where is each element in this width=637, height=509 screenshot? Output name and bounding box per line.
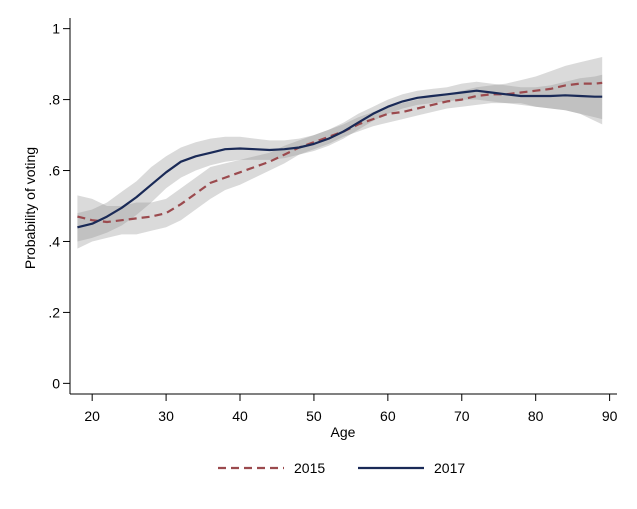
y-tick-label: .2 xyxy=(48,304,60,320)
x-axis-title: Age xyxy=(331,424,356,440)
y-tick-label: 1 xyxy=(52,21,60,37)
x-tick-label: 60 xyxy=(380,408,396,424)
y-tick-label: .6 xyxy=(48,163,60,179)
legend-label-2017: 2017 xyxy=(434,460,465,476)
x-tick-label: 50 xyxy=(306,408,322,424)
series-lines xyxy=(77,81,603,229)
x-tick-label: 80 xyxy=(528,408,544,424)
y-tick-label: 0 xyxy=(52,375,60,391)
y-tick-label: .8 xyxy=(48,92,60,108)
x-tick-label: 70 xyxy=(454,408,470,424)
x-tick-label: 30 xyxy=(158,408,174,424)
legend: 2015 2017 xyxy=(218,460,465,476)
confidence-bands xyxy=(77,57,603,249)
ci-band-2015 xyxy=(77,57,603,249)
series-line-2017 xyxy=(77,89,603,229)
axes: 0 .2 .4 .6 .8 1 20 30 40 50 60 70 80 90 xyxy=(48,18,618,424)
y-axis-title: Probability of voting xyxy=(22,147,38,269)
x-tick-label: 20 xyxy=(84,408,100,424)
legend-label-2015: 2015 xyxy=(294,460,325,476)
x-tick-label: 40 xyxy=(232,408,248,424)
y-tick-label: .4 xyxy=(48,233,60,249)
x-tick-label: 90 xyxy=(602,408,618,424)
ci-band-2017 xyxy=(77,74,603,242)
